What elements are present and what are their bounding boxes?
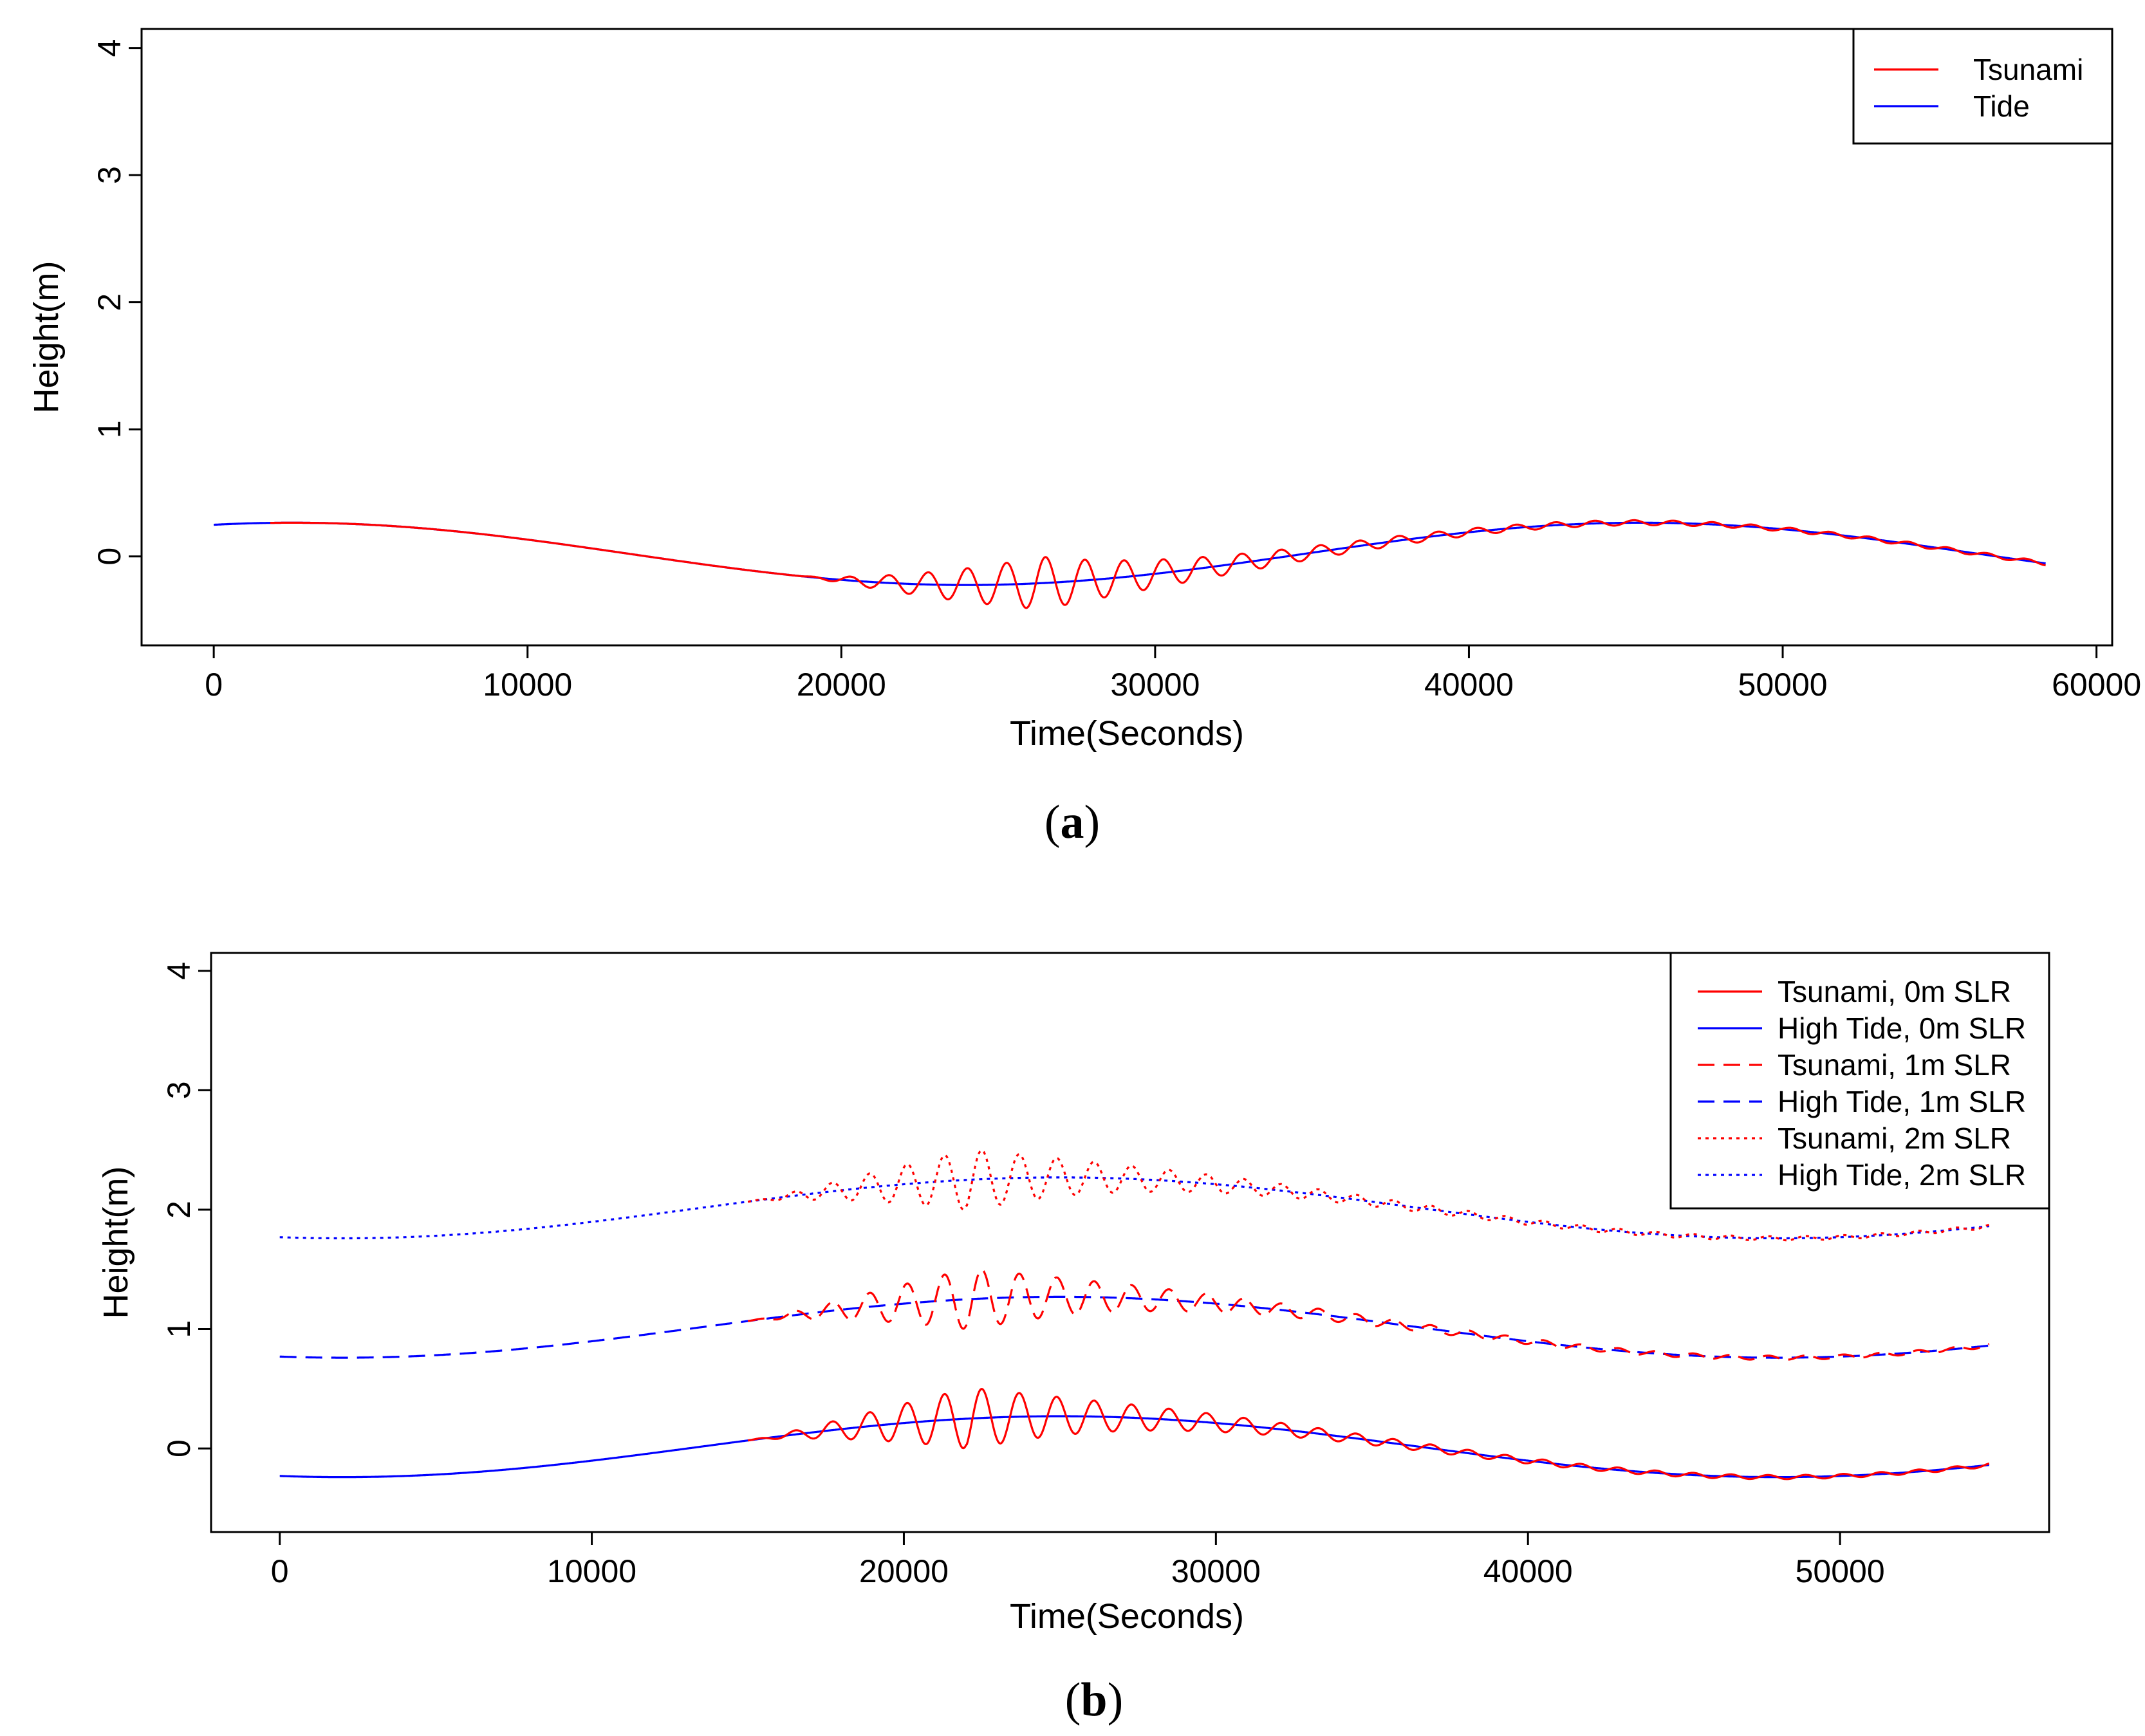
- legend-label-a-0: Tsunami: [1973, 53, 2083, 86]
- series-line-b-high-tide-0m-slr: [279, 1415, 1990, 1479]
- legend-label-b-5: High Tide, 2m SLR: [1778, 1158, 2026, 1192]
- legend-box-a: [1852, 28, 2113, 145]
- x-axis-title-b: Time(Seconds): [1010, 1597, 1244, 1636]
- legend-label-b-3: High Tide, 1m SLR: [1778, 1085, 2026, 1118]
- x-tick-label-b-1: 10000: [547, 1553, 636, 1589]
- y-tick-label-b-3: 3: [161, 1081, 197, 1099]
- x-axis-b: 0 10000 20000 30000 40000 50000: [271, 1532, 1885, 1589]
- x-axis-a: 0 10000 20000 30000 40000 50000 60000: [205, 645, 2141, 703]
- x-tick-label-b-2: 20000: [859, 1553, 949, 1589]
- caption-b: (b): [1065, 1674, 1123, 1726]
- series-layer-b: [279, 1149, 1990, 1481]
- y-tick-label-b-0: 0: [161, 1439, 197, 1457]
- series-line-b-tsunami-2m-slr: [747, 1149, 1990, 1242]
- y-tick-label-b-4: 4: [161, 962, 197, 980]
- y-axis-title-a: Height(m): [27, 261, 66, 413]
- y-tick-label-a-2: 2: [91, 293, 127, 311]
- plot-frame-b: [210, 952, 2050, 1533]
- legend-label-b-2: Tsunami, 1m SLR: [1778, 1048, 2011, 1082]
- y-axis-b: 0 1 2 3 4: [161, 962, 211, 1457]
- y-tick-label-a-0: 0: [91, 548, 127, 566]
- series-layer-a: [213, 519, 2046, 609]
- legend-label-b-1: High Tide, 0m SLR: [1778, 1011, 2026, 1045]
- y-tick-label-a-4: 4: [91, 39, 127, 57]
- series-line-b-tsunami-0m-slr: [747, 1388, 1990, 1481]
- series-line-b-high-tide-1m-slr: [279, 1295, 1990, 1359]
- panel-a: 0 1 2 3 4 0 10000 20000 30000 40000 50000 60000 Ti…: [27, 28, 2141, 849]
- series-line-a-tide: [213, 521, 2046, 586]
- x-tick-label-a-3: 30000: [1110, 667, 1200, 703]
- x-tick-label-a-6: 60000: [2052, 667, 2141, 703]
- panel-b: 0 1 2 3 4 0 10000 20000 30000 40000 50000 Time(Se…: [97, 952, 2050, 1726]
- x-tick-label-a-0: 0: [205, 667, 223, 703]
- x-tick-label-b-4: 40000: [1483, 1553, 1573, 1589]
- x-tick-label-b-0: 0: [271, 1553, 289, 1589]
- series-line-b-tsunami-1m-slr: [747, 1268, 1990, 1361]
- x-tick-label-b-5: 50000: [1796, 1553, 1885, 1589]
- x-tick-label-a-5: 50000: [1738, 667, 1828, 703]
- legend-label-b-4: Tsunami, 2m SLR: [1778, 1122, 2011, 1155]
- x-axis-title-a: Time(Seconds): [1010, 714, 1244, 753]
- series-line-b-high-tide-2m-slr: [279, 1176, 1990, 1240]
- x-tick-label-a-2: 20000: [797, 667, 886, 703]
- legend-box-b: [1669, 952, 2050, 1210]
- y-axis-a: 0 1 2 3 4: [91, 39, 142, 566]
- legend-label-b-0: Tsunami, 0m SLR: [1778, 975, 2011, 1008]
- y-tick-label-a-1: 1: [91, 420, 127, 438]
- legend-label-a-1: Tide: [1973, 89, 2030, 123]
- plot-frame-a: [140, 28, 2113, 647]
- y-tick-label-b-1: 1: [161, 1320, 197, 1338]
- y-tick-label-b-2: 2: [161, 1201, 197, 1219]
- y-axis-title-b: Height(m): [97, 1166, 135, 1318]
- y-tick-label-a-3: 3: [91, 166, 127, 184]
- x-tick-label-a-1: 10000: [483, 667, 572, 703]
- caption-a: (a): [1045, 796, 1100, 849]
- series-line-a-tsunami: [270, 519, 2046, 609]
- x-tick-label-b-3: 30000: [1171, 1553, 1261, 1589]
- x-tick-label-a-4: 40000: [1424, 667, 1514, 703]
